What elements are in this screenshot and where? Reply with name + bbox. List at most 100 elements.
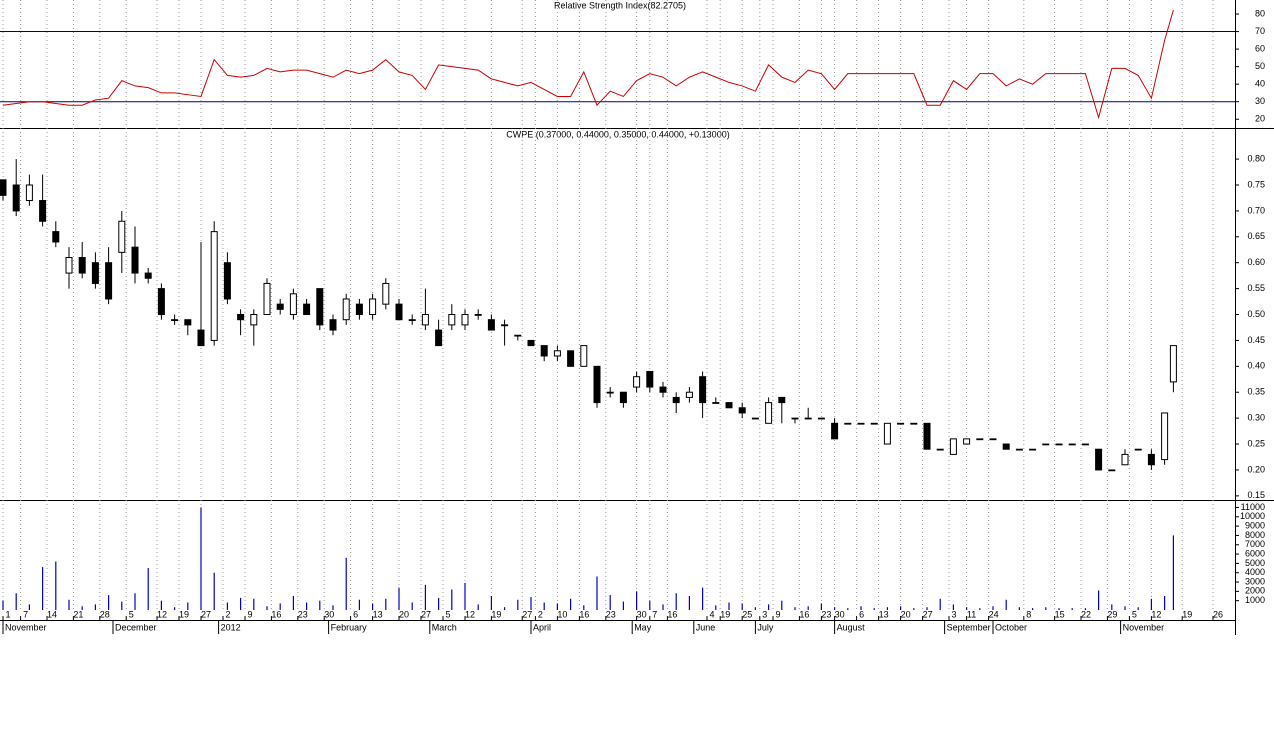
candle-body: [923, 422, 931, 450]
candle-body: [527, 339, 535, 347]
x-tick-label: 19: [720, 609, 730, 619]
candle-body: [105, 262, 113, 300]
month-label: November: [1123, 622, 1165, 632]
candle-body: [567, 350, 575, 367]
y-tick-label: 20: [1255, 114, 1265, 124]
candle-body: [435, 329, 443, 347]
candle-body: [237, 314, 245, 321]
y-tick-label: 4000: [1245, 567, 1265, 577]
candle-body: [210, 231, 218, 341]
candle-body: [817, 417, 825, 420]
x-tick-label: 12: [157, 609, 167, 619]
x-tick-label: 11: [967, 609, 976, 619]
candle-body: [659, 386, 667, 393]
x-tick-label: 12: [465, 609, 475, 619]
x-tick-label: 16: [667, 609, 677, 619]
y-tick-label: 0.20: [1247, 464, 1265, 474]
candle-body: [131, 246, 139, 274]
x-tick-label: 6: [353, 609, 358, 619]
month-label: October: [995, 622, 1027, 632]
x-tick-label: 7: [652, 609, 657, 619]
x-tick-label: 7: [23, 609, 28, 619]
y-tick-label: 0.60: [1247, 257, 1265, 267]
y-tick-label: 11000: [1241, 502, 1265, 512]
y-tick-label: 7000: [1245, 539, 1265, 549]
y-tick-label: 1000: [1245, 595, 1265, 605]
candle-body: [1068, 443, 1076, 446]
candle-body: [52, 231, 60, 243]
x-tick-label: 2: [538, 609, 543, 619]
rsi-line: [2, 9, 1174, 120]
candle-body: [646, 371, 654, 388]
x-tick-label: 2: [225, 609, 230, 619]
candle-body: [606, 391, 614, 394]
candle-body: [1055, 443, 1063, 446]
month-label: February: [331, 622, 368, 632]
x-tick-label: 21: [73, 609, 83, 619]
candle-body: [1121, 453, 1129, 466]
x-tick-label: 9: [775, 609, 780, 619]
x-tick-label: 12: [1151, 609, 1161, 619]
candle-body: [540, 345, 548, 357]
month-label: 2012: [221, 622, 241, 632]
candle-body: [369, 298, 377, 316]
candle-body: [699, 376, 707, 404]
candle-body: [1108, 469, 1116, 472]
candle-body: [910, 422, 918, 425]
candle-body: [408, 319, 416, 321]
x-tick-label: 16: [271, 609, 281, 619]
candle-body: [303, 303, 311, 316]
candle-body: [949, 438, 957, 455]
candle-body: [78, 257, 86, 274]
x-tick-label: 20: [901, 609, 911, 619]
candle-body: [250, 314, 258, 326]
candle-body: [487, 319, 495, 331]
x-tick-label: 26: [1213, 609, 1223, 619]
candle-body: [778, 396, 786, 404]
candle-body: [1029, 448, 1037, 451]
month-label: July: [757, 622, 774, 632]
x-tick-label: 27: [421, 609, 431, 619]
x-tick-label: 29: [1107, 609, 1117, 619]
candle-body: [355, 303, 363, 316]
candle-body: [514, 334, 522, 337]
month-label: August: [837, 622, 866, 632]
x-tick-label: 19: [179, 609, 189, 619]
x-tick-label: 30: [324, 609, 334, 619]
candle-body: [1081, 443, 1089, 446]
candle-body: [791, 417, 799, 420]
y-tick-label: 0.45: [1247, 335, 1265, 345]
candle-body: [395, 303, 403, 321]
y-tick-label: 60: [1255, 43, 1265, 53]
candle-body: [289, 293, 297, 316]
candle-body: [1161, 412, 1169, 461]
y-tick-label: 0.70: [1247, 205, 1265, 215]
y-tick-label: 0.15: [1247, 490, 1265, 500]
candle-body: [1134, 448, 1142, 451]
candle-body: [883, 422, 891, 445]
y-tick-label: 2000: [1245, 586, 1265, 596]
candle-body: [144, 272, 152, 279]
x-tick-label: 6: [859, 609, 864, 619]
x-tick-label: 3: [762, 609, 767, 619]
candle-body: [223, 262, 231, 300]
candle-body: [25, 184, 33, 202]
month-label: November: [5, 622, 47, 632]
candle-body: [197, 329, 205, 347]
candle-body: [989, 438, 997, 441]
x-tick-label: 8: [1026, 609, 1031, 619]
month-label: December: [115, 622, 157, 632]
candle-body: [1169, 345, 1177, 383]
y-tick-label: 0.75: [1247, 179, 1265, 189]
month-label: June: [696, 622, 716, 632]
candle-body: [501, 324, 509, 327]
candle-body: [421, 314, 429, 326]
month-label: April: [533, 622, 551, 632]
price-title: CWPE (0.37000, 0.44000, 0.35000, 0.44000…: [506, 129, 729, 139]
y-tick-label: 0.25: [1247, 438, 1265, 448]
candle-body: [685, 391, 693, 398]
candle-body: [12, 184, 20, 212]
candle-body: [276, 303, 284, 310]
